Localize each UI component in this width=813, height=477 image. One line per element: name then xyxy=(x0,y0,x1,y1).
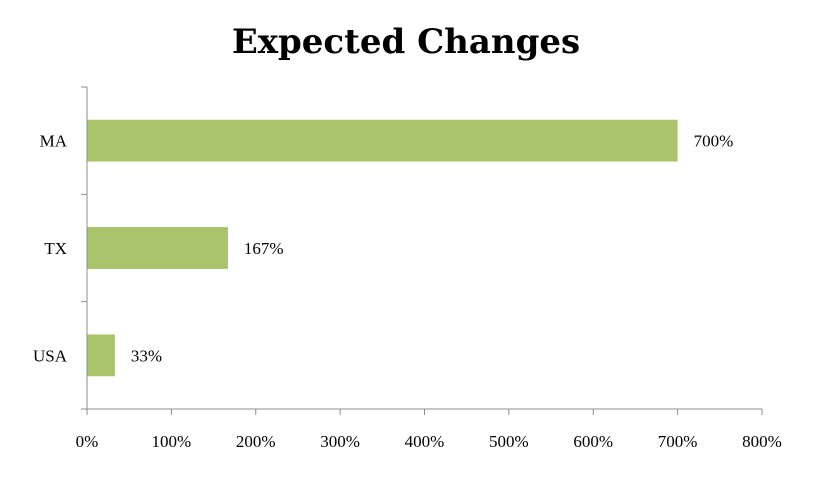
x-tick-label: 500% xyxy=(489,432,529,451)
data-label-tx: 167% xyxy=(244,239,284,258)
x-tick-label: 0% xyxy=(76,432,99,451)
x-tick-label: 100% xyxy=(152,432,192,451)
x-tick-label: 400% xyxy=(405,432,445,451)
bar-ma xyxy=(87,119,678,162)
category-label-ma: MA xyxy=(40,132,68,151)
data-label-ma: 700% xyxy=(694,132,734,151)
bars-group xyxy=(87,119,678,377)
x-tick-label: 600% xyxy=(573,432,613,451)
bar-usa xyxy=(87,334,115,377)
category-label-tx: TX xyxy=(44,239,67,258)
x-tick-label: 700% xyxy=(658,432,698,451)
labels-group: MA 700% TX 167% USA 33% 0% 100% 200% 300% 400% 500%… xyxy=(33,132,782,451)
data-label-usa: 33% xyxy=(131,346,162,365)
x-tick-label: 800% xyxy=(742,432,782,451)
bar-tx xyxy=(87,227,228,269)
category-label-usa: USA xyxy=(33,346,68,365)
chart-title: Expected Changes xyxy=(232,22,580,62)
x-tick-label: 200% xyxy=(236,432,276,451)
x-tick-label: 300% xyxy=(320,432,360,451)
axes-group xyxy=(81,86,763,415)
